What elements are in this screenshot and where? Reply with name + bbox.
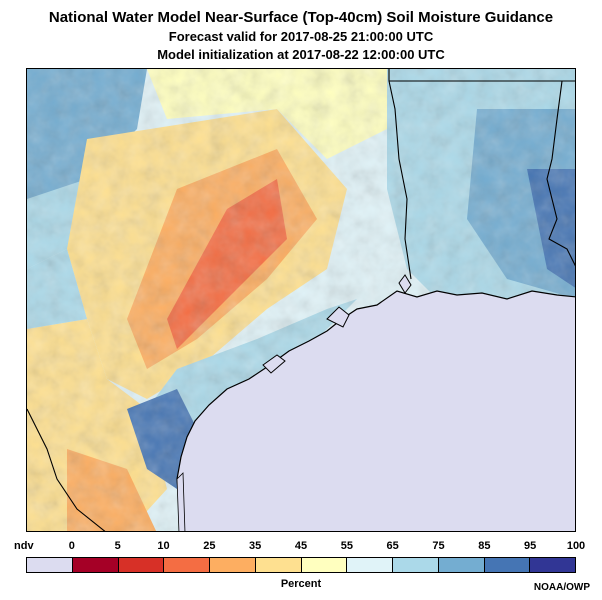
legend-swatch <box>27 558 73 572</box>
mississippi-river-border <box>546 80 575 267</box>
galveston-bay <box>326 306 350 328</box>
legend-tick-labels: 0 5 10 25 35 45 55 65 75 85 95 100 <box>26 540 585 554</box>
matagorda-bay <box>262 354 286 374</box>
map-title: National Water Model Near-Surface (Top-4… <box>48 9 554 26</box>
legend-swatch <box>347 558 393 572</box>
legend-tick-label: 0 <box>68 540 75 552</box>
legend-tick-label: 10 <box>157 540 170 552</box>
legend-tick-label: 5 <box>114 540 121 552</box>
laguna-madre <box>176 472 186 531</box>
legend-tick-label: 45 <box>294 540 308 552</box>
legend-swatch <box>438 558 485 572</box>
legend-swatch <box>530 558 575 572</box>
legend-ndv-label: ndv <box>14 540 34 552</box>
legend-tick-label: 85 <box>478 540 491 552</box>
legend-swatch <box>72 558 119 572</box>
color-legend-bar <box>26 557 576 573</box>
legend-tick-label: 65 <box>386 540 399 552</box>
legend-tick-label: 95 <box>524 540 537 552</box>
legend-swatch <box>301 558 348 572</box>
title-block: National Water Model Near-Surface (Top-4… <box>0 8 602 64</box>
legend-swatch <box>255 558 302 572</box>
legend-tick-label: 100 <box>566 540 586 552</box>
forecast-valid-text: Forecast valid for 2017-08-25 21:00:00 U… <box>168 29 434 44</box>
model-init-text: Model initialization at 2017-08-22 12:00… <box>157 47 445 62</box>
map-svg <box>27 69 575 531</box>
gulf-of-mexico <box>176 290 575 531</box>
legend-swatch <box>210 558 256 572</box>
legend-units: Percent <box>280 578 322 590</box>
sabine-lake <box>398 274 412 294</box>
legend-swatch <box>164 558 210 572</box>
legend-tick-label: 55 <box>340 540 353 552</box>
legend-tick-label: 35 <box>249 540 262 552</box>
legend-tick-label: 75 <box>432 540 445 552</box>
credit-text: NOAA/OWP <box>533 582 590 593</box>
legend-swatch <box>393 558 439 572</box>
legend-swatch <box>118 558 165 572</box>
texas-mexico-border <box>27 408 106 531</box>
legend-swatch <box>484 558 531 572</box>
legend-tick-label: 25 <box>203 540 216 552</box>
soil-moisture-map <box>26 68 576 532</box>
